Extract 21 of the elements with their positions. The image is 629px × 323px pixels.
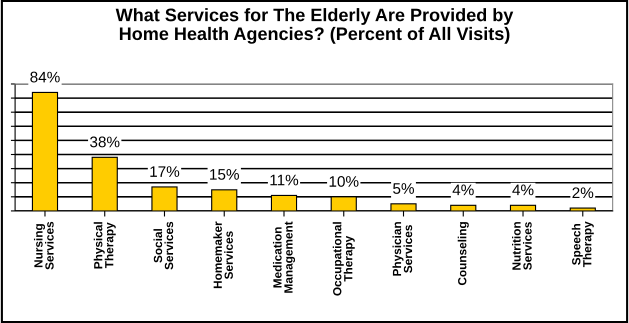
x-tick-label: Social Services <box>153 222 174 270</box>
x-tick-label: Homemaker Services <box>213 222 233 288</box>
x-tick-label: Physician Services <box>392 222 412 276</box>
chart-title: What Services for The Elderly Are Provided by Home Health Agencies? (Percent of All Visits) <box>116 8 514 44</box>
data-label: 5% <box>393 183 414 194</box>
x-tick-label: Physical Therapy <box>94 222 116 268</box>
x-tick-label: Nutrition Services <box>512 222 532 270</box>
data-label: 17% <box>150 166 180 177</box>
x-tick-label: Occupational Therapy <box>332 222 355 296</box>
data-label: 38% <box>90 136 120 148</box>
data-label: 84% <box>30 72 60 82</box>
data-label: 10% <box>330 176 358 187</box>
x-tick-label: Speech Therapy <box>572 221 594 268</box>
x-tick-label: Medication Management <box>272 221 296 293</box>
data-label: 4% <box>452 184 474 196</box>
data-label: 11% <box>270 174 298 186</box>
data-label: 15% <box>210 169 239 180</box>
data-label: 4% <box>512 184 534 196</box>
x-tick-label: Counseling <box>458 222 469 286</box>
x-tick-label: Nursing Services <box>34 222 54 270</box>
data-label: 2% <box>572 187 594 198</box>
